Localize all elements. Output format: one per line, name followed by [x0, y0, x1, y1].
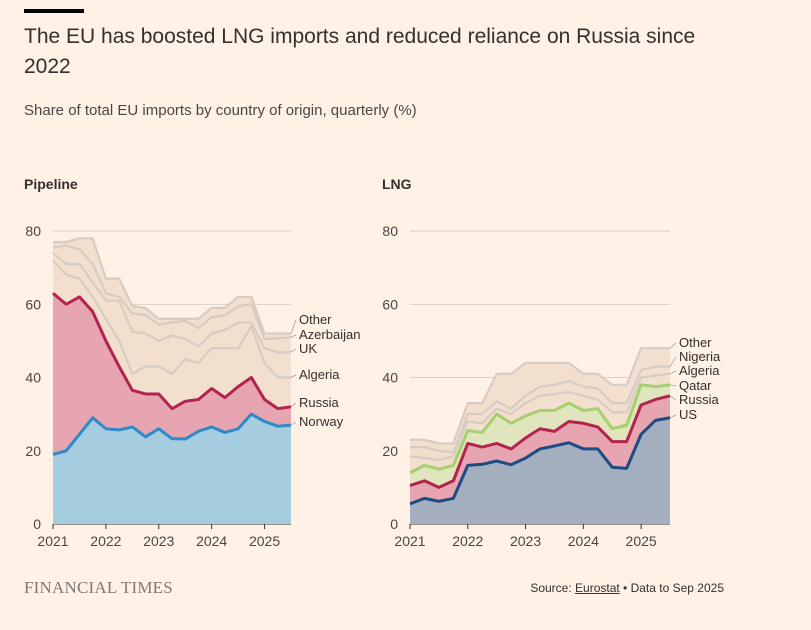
lng-xtick-2023: 2023: [510, 533, 541, 549]
lng-panel-title: LNG: [382, 176, 412, 192]
pipeline-area-norway: [53, 414, 291, 524]
pipeline-area-uk: [53, 252, 291, 378]
lng-panel: LNG 0 20 40 60 80 2021 2022 2023 2024 2025 USRussia…: [382, 176, 721, 549]
lng-area-other: [410, 348, 670, 453]
lng-leader-qatar: [669, 384, 677, 387]
pipeline-xtick-2024: 2024: [196, 533, 227, 549]
pipeline-line-other: [53, 237, 291, 335]
pipeline-line-uk: [52, 252, 292, 354]
lng-leader-us: [669, 414, 677, 419]
pipeline-label-algeria: Algeria: [299, 367, 340, 382]
pipeline-line-azerbaijan: [52, 244, 292, 341]
pipeline-ytick-80: 80: [25, 223, 41, 239]
lng-line-qatar: [409, 383, 671, 475]
lng-leader-russia: [669, 395, 677, 401]
pipeline-ytick-0: 0: [33, 516, 41, 532]
lng-leader-other: [669, 342, 677, 349]
pipeline-area-algeria: [53, 260, 291, 409]
pipeline-xtick-2023: 2023: [143, 533, 174, 549]
lng-ytick-20: 20: [382, 443, 398, 459]
pipeline-leader-other: [290, 319, 297, 334]
source-note: Source: Eurostat • Data to Sep 2025: [530, 581, 724, 595]
pipeline-xtick-2022: 2022: [90, 533, 121, 549]
lng-leader-algeria: [669, 370, 677, 375]
pipeline-panel-title: Pipeline: [24, 176, 78, 192]
pipeline-ytick-60: 60: [25, 296, 41, 312]
chart-subtitle: Share of total EU imports by country of …: [24, 102, 417, 119]
charts-area: Pipeline 0 20 40 60 80 2021 2022 2023 2024 2025 Nor…: [24, 176, 721, 549]
pipeline-line-algeria: [52, 259, 291, 379]
lng-xtick-2024: 2024: [568, 533, 599, 549]
pipeline-line-russia: [52, 292, 292, 411]
pipeline-ytick-20: 20: [25, 443, 41, 459]
lng-line-us: [409, 416, 671, 506]
pipeline-line-norway: [52, 412, 292, 456]
lng-area-qatar: [410, 384, 670, 488]
lng-label-us: US: [679, 407, 697, 422]
pipeline-area-russia: [53, 293, 291, 455]
top-rule: [24, 9, 84, 13]
pipeline-leader-norway: [290, 421, 297, 426]
lng-label-russia: Russia: [679, 392, 720, 407]
lng-leader-nigeria: [669, 356, 677, 367]
pipeline-label-azerbaijan: Azerbaijan: [299, 327, 360, 342]
lng-ytick-0: 0: [390, 516, 398, 532]
lng-label-qatar: Qatar: [679, 378, 712, 393]
pipeline-label-uk: UK: [299, 341, 317, 356]
lng-label-other: Other: [679, 335, 712, 350]
lng-ytick-80: 80: [382, 223, 398, 239]
pipeline-panel: Pipeline 0 20 40 60 80 2021 2022 2023 2024 2025 Nor…: [24, 176, 360, 549]
pipeline-leader-algeria: [290, 374, 297, 378]
lng-xtick-2025: 2025: [626, 533, 657, 549]
pipeline-xtick-2021: 2021: [37, 533, 68, 549]
pipeline-label-russia: Russia: [299, 395, 340, 410]
source-suffix: • Data to Sep 2025: [619, 581, 724, 595]
pipeline-leader-uk: [290, 348, 297, 353]
lng-line-other: [410, 347, 670, 445]
lng-label-algeria: Algeria: [679, 363, 720, 378]
pipeline-leader-russia: [290, 402, 297, 408]
pipeline-label-other: Other: [299, 312, 332, 327]
pipeline-leader-azerbaijan: [290, 334, 297, 338]
lng-line-nigeria: [410, 365, 670, 454]
lng-label-nigeria: Nigeria: [679, 349, 721, 364]
source-link[interactable]: Eurostat: [575, 581, 620, 595]
pipeline-xtick-2025: 2025: [249, 533, 280, 549]
ft-logo: FINANCIAL TIMES: [24, 578, 173, 597]
chart-title: The EU has boosted LNG imports and reduc…: [24, 25, 696, 78]
lng-ytick-60: 60: [382, 296, 398, 312]
lng-area-russia: [410, 395, 670, 504]
pipeline-ytick-40: 40: [25, 370, 41, 386]
lng-area-us: [410, 417, 670, 524]
lng-ytick-40: 40: [382, 370, 398, 386]
pipeline-label-norway: Norway: [299, 414, 344, 429]
lng-xtick-2022: 2022: [452, 533, 483, 549]
source-prefix: Source:: [530, 581, 576, 595]
lng-line-russia: [409, 394, 671, 489]
lng-line-algeria: [409, 372, 671, 462]
lng-xtick-2021: 2021: [394, 533, 425, 549]
